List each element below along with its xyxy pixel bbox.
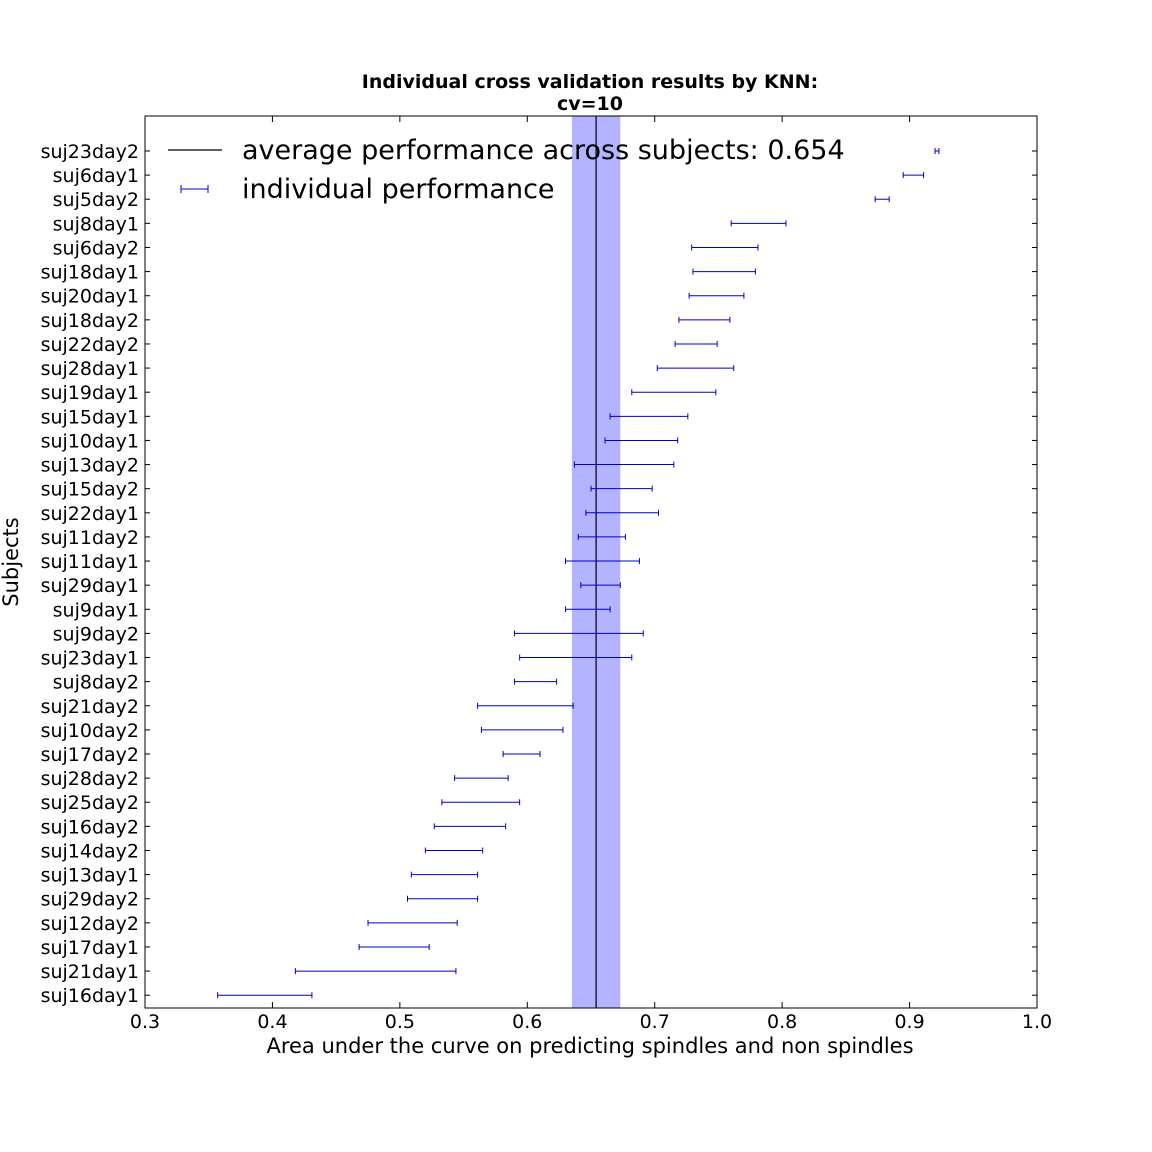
x-tick-label: 0.9 — [894, 1011, 924, 1033]
y-tick-label: suj18day1 — [41, 262, 139, 284]
errorbar-suj18day1 — [692, 268, 756, 275]
y-tick-label: suj21day1 — [41, 961, 139, 983]
y-tick-label: suj23day1 — [41, 648, 139, 670]
x-tick-labels: 0.3 0.4 0.5 0.6 0.7 0.8 0.9 1.0 — [130, 116, 1052, 1033]
errorbar-suj18day2 — [678, 316, 731, 323]
errorbar-suj20day1 — [688, 292, 745, 299]
legend: average performance across subjects: 0.6… — [168, 135, 845, 205]
y-tick-label: suj10day1 — [41, 430, 139, 452]
y-tick-label: suj11day2 — [41, 527, 139, 549]
y-tick-label: suj10day2 — [41, 720, 139, 742]
x-tick-label: 0.6 — [512, 1011, 542, 1033]
y-tick-label: suj14day2 — [41, 840, 139, 862]
x-tick-label: 0.3 — [130, 1011, 160, 1033]
x-tick-label: 0.7 — [640, 1011, 670, 1033]
y-tick-label: suj11day1 — [41, 551, 139, 573]
y-tick-label: suj8day2 — [53, 672, 139, 694]
legend-average-label: average performance across subjects: 0.6… — [242, 135, 845, 166]
errorbar-suj13day1 — [410, 871, 479, 878]
y-tick-label: suj17day2 — [41, 744, 139, 766]
errorbar-suj9day1 — [565, 606, 611, 613]
legend-individual-label: individual performance — [242, 174, 555, 205]
y-tick-label: suj9day1 — [53, 599, 139, 621]
y-tick-label: suj22day2 — [41, 334, 139, 356]
y-tick-label: suj16day2 — [41, 816, 139, 838]
errorbar-suj8day2 — [514, 678, 558, 685]
errorbar-suj5day2 — [874, 196, 890, 203]
errorbar-suj15day2 — [590, 485, 653, 492]
y-tick-label: suj29day2 — [41, 889, 139, 911]
y-tick-label: suj5day2 — [53, 189, 139, 211]
y-tick-label: suj29day1 — [41, 575, 139, 597]
y-tick-label: suj6day2 — [53, 237, 139, 259]
plot-area — [217, 116, 940, 1008]
plot-frame — [144, 115, 1038, 1009]
errorbar-suj15day1 — [609, 413, 689, 420]
errorbar-suj17day2 — [502, 751, 541, 757]
y-tick-label: suj20day1 — [41, 286, 139, 308]
errorbar-suj21day2 — [477, 702, 574, 709]
y-tick-labels: suj23day2suj6day1suj5day2suj8day1suj6day… — [41, 141, 1037, 1007]
y-tick-label: suj16day1 — [41, 985, 139, 1007]
errorbar-suj22day2 — [674, 340, 718, 347]
errorbar-suj25day2 — [441, 799, 521, 806]
errorbar-suj12day2 — [367, 919, 458, 926]
y-tick-label: suj6day1 — [53, 165, 139, 187]
errorbar-suj16day1 — [217, 992, 313, 999]
errorbar-suj13day2 — [573, 461, 675, 468]
y-tick-label: suj22day1 — [41, 503, 139, 525]
y-tick-label: suj17day1 — [41, 937, 139, 959]
errorbar-suj6day2 — [691, 244, 759, 251]
errorbar-suj29day2 — [407, 895, 479, 902]
errorbar-suj28day2 — [454, 775, 509, 782]
y-tick-label: suj13day2 — [41, 455, 139, 477]
errorbar-suj23day2 — [934, 148, 940, 154]
errorbar-suj17day1 — [358, 943, 430, 950]
errorbar-suj19day1 — [631, 389, 717, 396]
x-tick-label: 0.4 — [257, 1011, 287, 1033]
errorbar-suj10day2 — [480, 726, 564, 733]
errorbar-suj9day2 — [514, 630, 644, 637]
y-tick-label: suj13day1 — [41, 865, 139, 887]
y-tick-label: suj19day1 — [41, 382, 139, 404]
errorbar-suj8day1 — [730, 220, 787, 227]
x-tick-label: 1.0 — [1022, 1011, 1052, 1033]
y-tick-label: suj9day2 — [53, 623, 139, 645]
errorbar-suj22day1 — [585, 509, 660, 516]
errorbar-suj28day1 — [656, 365, 735, 372]
y-tick-label: suj25day2 — [41, 792, 139, 814]
chart-title-line1: Individual cross validation results by K… — [362, 71, 818, 93]
x-tick-label: 0.5 — [385, 1011, 415, 1033]
y-tick-label: suj15day1 — [41, 406, 139, 428]
x-tick-label: 0.8 — [767, 1011, 797, 1033]
x-axis-label: Area under the curve on predicting spind… — [266, 1034, 913, 1058]
errorbar-suj11day1 — [565, 558, 640, 565]
errorbar-suj29day1 — [580, 582, 621, 589]
y-tick-label: suj23day2 — [41, 141, 139, 163]
y-tick-label: suj21day2 — [41, 696, 139, 718]
y-tick-label: suj28day1 — [41, 358, 139, 380]
errorbar-suj16day2 — [433, 823, 507, 830]
errorbar-suj11day2 — [577, 533, 626, 540]
y-tick-label: suj18day2 — [41, 310, 139, 332]
errorbar-suj14day2 — [424, 847, 484, 854]
y-tick-label: suj8day1 — [53, 213, 139, 235]
legend-individual-swatch — [180, 185, 209, 193]
errorbar-suj6day1 — [902, 172, 925, 179]
y-tick-label: suj12day2 — [41, 913, 139, 935]
chart-title-line2: cv=10 — [557, 93, 623, 115]
errorbar-suj21day1 — [294, 968, 457, 975]
y-tick-label: suj15day2 — [41, 479, 139, 501]
y-tick-label: suj28day2 — [41, 768, 139, 790]
errorbar-suj10day1 — [604, 437, 679, 444]
errorbar-suj23day1 — [519, 654, 633, 661]
y-axis-label: Subjects — [0, 517, 23, 606]
